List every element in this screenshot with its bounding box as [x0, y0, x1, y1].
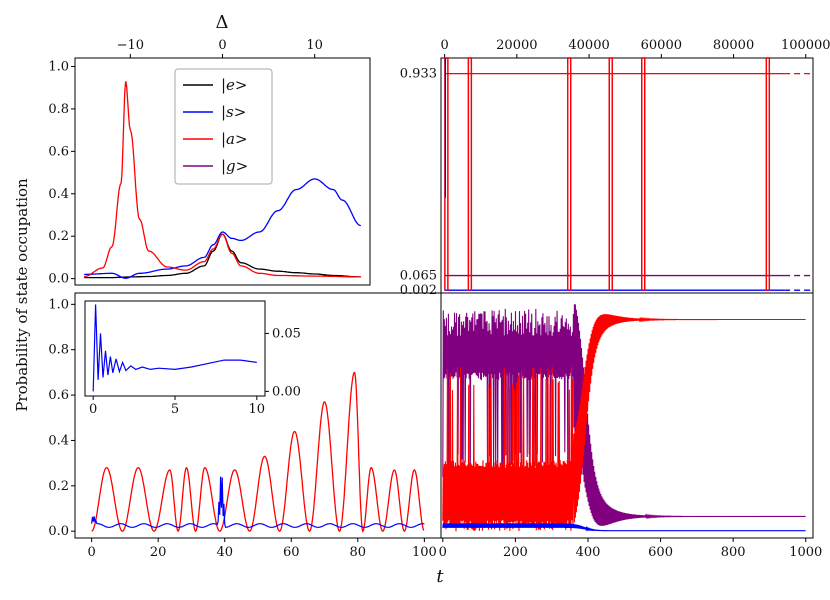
top-left-ytick-label: 1.0 — [48, 59, 69, 74]
top-right-spike-a — [765, 57, 771, 291]
legend-box — [174, 68, 273, 185]
top-right-xtick-label: 0 — [440, 38, 448, 53]
legend-label-a: |a> — [221, 130, 248, 148]
bottom-left-xtick-label: 0 — [87, 545, 95, 560]
top-right-xtick-label: 80000 — [713, 38, 754, 53]
bottom-left-ytick-label: 0.2 — [48, 479, 69, 494]
top-right-xtick-label: 60000 — [641, 38, 682, 53]
bottom-left-ytick-label: 0.8 — [48, 343, 69, 358]
top-right-spike-a — [567, 57, 572, 291]
bottom-right-xtick-label: 0 — [439, 545, 447, 560]
y-axis-label: Probability of state occupation — [13, 178, 31, 412]
top-left-x-label: Δ — [216, 12, 229, 33]
bottom-left-series-s — [91, 476, 425, 528]
top-right-spike-a — [608, 57, 613, 291]
legend: |e> |s> |a> |g> — [174, 68, 273, 185]
bottom-right-frame — [440, 292, 814, 539]
bottom-right-xtick-label: 1000 — [789, 545, 822, 560]
bottom-right-xtick-label: 200 — [503, 545, 528, 560]
bottom-right-series-g — [442, 304, 806, 526]
top-right-annotation-s: 0.002 — [400, 283, 437, 298]
top-right-spike-a — [467, 57, 473, 291]
top-left-ytick-label: 0.8 — [48, 102, 69, 117]
bottom-left-xtick-label: 20 — [150, 545, 167, 560]
top-left-series-a — [84, 81, 361, 278]
top-right-xtick-label: 40000 — [568, 38, 609, 53]
top-right-annotation-a: 0.933 — [400, 67, 437, 82]
panel-top-left: 0.0 0.2 0.4 0.6 0.8 1.0 −10 0 10 |e> |s> |a> |g> — [48, 38, 371, 287]
top-left-xtick-label: 10 — [306, 38, 323, 53]
inset-frame — [84, 300, 266, 397]
top-left-ytick-label: 0.2 — [48, 229, 69, 244]
inset-xtick-label: 10 — [249, 402, 266, 417]
inset-series-s — [92, 304, 257, 392]
top-right-xtick-label: 20000 — [496, 38, 537, 53]
bottom-right-xtick-label: 800 — [721, 545, 746, 560]
bottom-right-xtick-label: 600 — [648, 545, 673, 560]
bottom-left-ytick-label: 0.6 — [48, 388, 69, 403]
bottom-right-series-s — [442, 523, 806, 532]
bottom-right-series-a — [442, 314, 806, 532]
top-left-xtick-label: −10 — [117, 38, 144, 53]
inset-xtick-label: 0 — [89, 402, 97, 417]
bottom-left-ytick-label: 0.0 — [48, 524, 69, 539]
top-left-series-e — [84, 233, 361, 279]
top-right-spike-a — [641, 57, 646, 291]
bottom-right-xtick-label: 400 — [576, 545, 601, 560]
inset-xtick-label: 5 — [171, 402, 179, 417]
bottom-left-ytick-label: 0.4 — [48, 433, 69, 448]
panel-top-right: 0 20000 40000 60000 80000 100000 0.933 0.0650.0… — [400, 38, 830, 298]
bottom-left-series-a — [91, 371, 425, 533]
top-left-xtick-label: 0 — [218, 38, 226, 53]
legend-label-s: |s> — [221, 103, 246, 121]
legend-label-e: |e> — [221, 76, 248, 94]
bottom-left-xtick-label: 60 — [283, 545, 300, 560]
top-left-series-s — [84, 178, 361, 279]
inset-ytick-label: 0.05 — [272, 326, 301, 341]
inset-ytick-label: 0.00 — [272, 384, 301, 399]
top-right-xtick-label: 100000 — [781, 38, 830, 53]
legend-label-g: |g> — [221, 157, 248, 175]
top-left-ytick-label: 0.6 — [48, 144, 69, 159]
top-left-ytick-label: 0.0 — [48, 272, 69, 287]
top-right-annotation-g: 0.065 — [400, 269, 437, 284]
top-left-ytick-label: 0.4 — [48, 187, 69, 202]
top-right-frame — [440, 57, 814, 294]
bottom-left-xtick-label: 40 — [216, 545, 233, 560]
panel-bottom-right: 0 200 400 600 800 1000 — [439, 292, 822, 560]
bottom-left-xtick-label: 80 — [350, 545, 367, 560]
x-axis-label: t — [436, 566, 444, 587]
inset-panel: 0 5 10 0.00 0.05 — [84, 300, 301, 417]
bottom-left-ytick-label: 1.0 — [48, 297, 69, 312]
bottom-left-xtick-label: 100 — [412, 545, 437, 560]
